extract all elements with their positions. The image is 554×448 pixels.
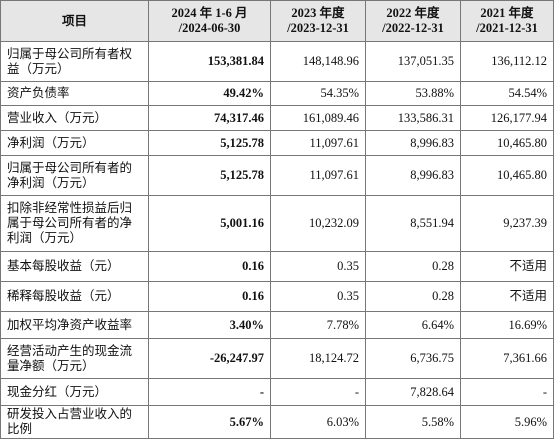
value-cell: 161,089.46 [270,105,366,131]
value-cell: 10,232.09 [270,195,366,252]
value-cell: 不适用 [460,251,554,282]
header-row: 项目 2024 年 1-6 月/2024-06-30 2023 年度/2023-12… [0,0,554,42]
row-label: 研发投入占营业收入的比例 [0,405,149,439]
value-cell: 153,381.84 [148,41,271,82]
row-label: 稀释每股收益（元） [0,281,149,312]
header-text: 2021 年度 [480,6,534,20]
value-cell: 5.96% [460,405,554,439]
value-cell: 54.35% [270,81,366,106]
row-label: 净利润（万元） [0,130,149,156]
value-cell: 49.42% [148,81,271,106]
value-cell: 136,112.12 [460,41,554,82]
value-cell: 6.64% [365,311,461,339]
value-cell: 0.35 [270,251,366,282]
row-label: 扣除非经常性损益后归属于母公司所有者的净利润（万元） [0,195,149,252]
value-cell: 137,051.35 [365,41,461,82]
table-row: 经营活动产生的现金流量净额（万元） -26,247.97 18,124.72 6,73… [0,338,554,379]
value-cell: -26,247.97 [148,338,271,379]
value-cell: 53.88% [365,81,461,106]
table-row: 营业收入（万元） 74,317.46 161,089.46 133,586.31 126… [0,105,554,131]
value-cell: 11,097.61 [270,130,366,156]
value-cell: 11,097.61 [270,155,366,196]
header-cell: 项目 [0,0,149,42]
header-cell: 2023 年度/2023-12-31 [270,0,366,42]
value-cell: 0.16 [148,281,271,312]
table-row: 现金分红（万元） - -7,828.64- [0,378,554,406]
header-cell: 2024 年 1-6 月/2024-06-30 [148,0,271,42]
table-row: 扣除非经常性损益后归属于母公司所有者的净利润（万元） 5,001.16 10,232… [0,195,554,252]
value-cell: 133,586.31 [365,105,461,131]
value-cell: 5,125.78 [148,155,271,196]
table-row: 净利润（万元） 5,125.78 11,097.61 8,996.83 10,465.8… [0,130,554,156]
row-label: 归属于母公司所有者的净利润（万元） [0,155,149,196]
table-row: 稀释每股收益（元） 0.16 0.35 0.28 不适用 [0,281,554,312]
row-label: 加权平均净资产收益率 [0,311,149,339]
value-cell: 10,465.80 [460,130,554,156]
value-cell: 9,237.39 [460,195,554,252]
header-text: /2021-12-31 [476,21,538,35]
table-row: 加权平均净资产收益率 3.40% 7.78% 6.64% 16.69% [0,311,554,339]
table-row: 研发投入占营业收入的比例 5.67% 6.03% 5.58% 5.96% [0,405,554,439]
value-cell: 0.16 [148,251,271,282]
table-row: 资产负债率 49.42% 54.35% 53.88% 54.54% [0,81,554,106]
value-cell: 74,317.46 [148,105,271,131]
financial-table: 项目 2024 年 1-6 月/2024-06-30 2023 年度/2023-12… [0,0,554,439]
table-row: 基本每股收益（元） 0.16 0.35 0.28 不适用 [0,251,554,282]
row-label: 归属于母公司所有者权益（万元） [0,41,149,82]
value-cell: 6,736.75 [365,338,461,379]
value-cell: 6.03% [270,405,366,439]
row-label: 经营活动产生的现金流量净额（万元） [0,338,149,379]
value-cell: 7.78% [270,311,366,339]
value-cell: 8,551.94 [365,195,461,252]
value-cell: 0.28 [365,251,461,282]
value-cell: 3.40% [148,311,271,339]
row-label: 基本每股收益（元） [0,251,149,282]
header-cell: 2021 年度/2021-12-31 [460,0,554,42]
header-text: /2024-06-30 [178,21,241,35]
value-cell: 5,125.78 [148,130,271,156]
table-row: 归属于母公司所有者的净利润（万元） 5,125.78 11,097.61 8,996.… [0,155,554,196]
value-cell: 10,465.80 [460,155,554,196]
header-text: 2022 年度 [386,6,440,20]
value-cell: 7,361.66 [460,338,554,379]
value-cell: 8,996.83 [365,130,461,156]
value-cell: - [460,378,554,406]
row-label: 资产负债率 [0,81,149,106]
value-cell: 5.58% [365,405,461,439]
value-cell: 7,828.64 [365,378,461,406]
value-cell: 8,996.83 [365,155,461,196]
value-cell: 54.54% [460,81,554,106]
value-cell: 0.35 [270,281,366,312]
value-cell: 18,124.72 [270,338,366,379]
value-cell: 16.69% [460,311,554,339]
header-text: 2023 年度 [291,6,345,20]
row-label: 现金分红（万元） [0,378,149,406]
header-cell: 2022 年度/2022-12-31 [365,0,461,42]
value-cell: 5,001.16 [148,195,271,252]
value-cell: - [270,378,366,406]
header-text: /2022-12-31 [382,21,444,35]
value-cell: - [148,378,271,406]
value-cell: 0.28 [365,281,461,312]
value-cell: 不适用 [460,281,554,312]
table-row: 归属于母公司所有者权益（万元） 153,381.84 148,148.96 137,0… [0,41,554,82]
row-label: 营业收入（万元） [0,105,149,131]
value-cell: 148,148.96 [270,41,366,82]
header-text: 2024 年 1-6 月 [171,6,248,20]
value-cell: 126,177.94 [460,105,554,131]
header-text: 项目 [61,13,87,28]
header-text: /2023-12-31 [287,21,349,35]
value-cell: 5.67% [148,405,271,439]
